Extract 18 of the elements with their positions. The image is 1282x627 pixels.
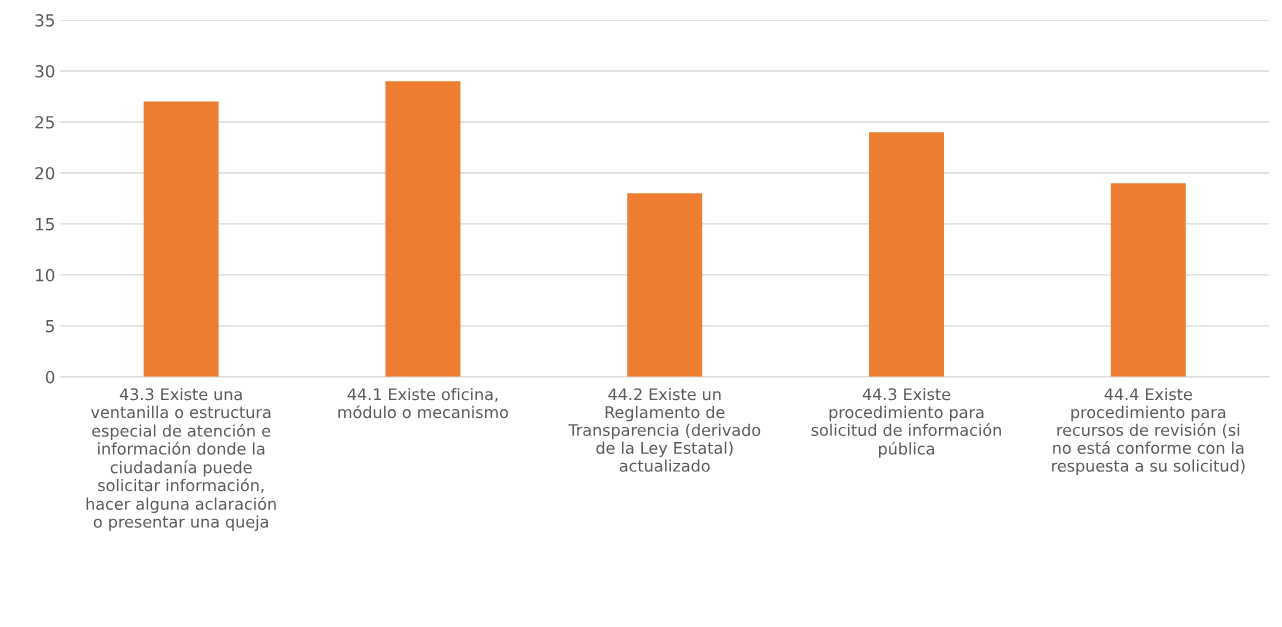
x-tick-label: 44.2 Existe un Reglamento de Transparencia (derivado de la Ley Estatal) actualizado (568, 387, 761, 472)
x-tick-label: 44.4 Existe procedimiento para recursos de revisión (si no está conforme con la respuesta a su solicitud) (1052, 387, 1245, 475)
y-tick-label: 25 (35, 115, 54, 129)
x-tick-label: 44.1 Existe oficina, módulo o mecanismo (338, 387, 509, 419)
y-tick-label: 5 (46, 320, 54, 333)
x-tick-label: 44.3 Existe procedimiento para solicitud de información pública (811, 387, 1001, 458)
x-tick-label: 43.3 Existe una ventanilla o estructura especial de atención e información donde la ciudadanía puede solicitar información, hacer alguna aclaración o presentar una queja (86, 387, 276, 531)
y-tick-label: 0 (45, 370, 55, 384)
y-tick-label: 30 (35, 64, 55, 78)
bar (385, 81, 461, 377)
y-tick-label: 35 (35, 14, 54, 27)
y-tick-label: 10 (36, 268, 55, 282)
bar (869, 132, 944, 377)
y-tick-label: 20 (35, 166, 55, 180)
y-tick-label: 15 (36, 218, 54, 231)
bar (627, 193, 703, 377)
bar (143, 101, 219, 377)
bar (1110, 183, 1186, 377)
